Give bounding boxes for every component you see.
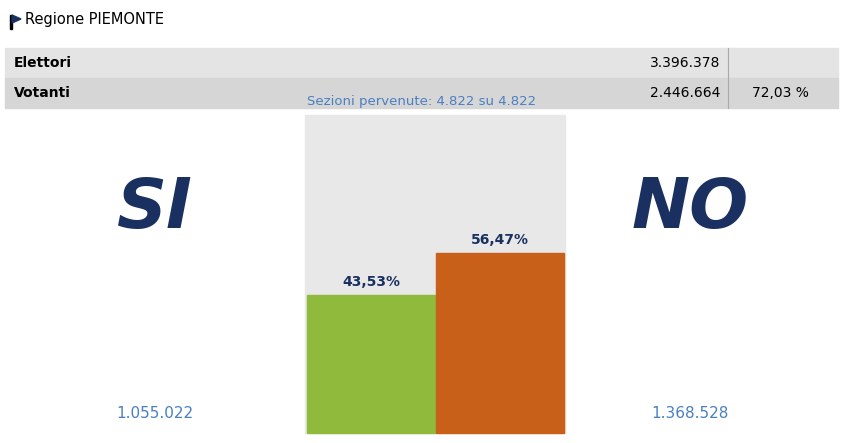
Text: 72,03 %: 72,03 % [752,86,808,100]
Text: Elettori: Elettori [14,56,72,70]
Bar [5,48,838,78]
Polygon shape [12,15,21,23]
Bar [436,253,564,433]
Bar [307,295,435,433]
Bar [5,78,838,108]
Text: NO: NO [631,175,749,241]
Text: 1.055.022: 1.055.022 [116,405,194,420]
Bar [305,115,565,433]
Text: 56,47%: 56,47% [471,233,529,248]
Text: SI: SI [117,175,193,241]
Text: 2.446.664: 2.446.664 [650,86,720,100]
Bar [10,15,12,29]
Text: Votanti: Votanti [14,86,71,100]
Text: Regione PIEMONTE: Regione PIEMONTE [25,12,164,27]
Text: Sezioni pervenute: 4.822 su 4.822: Sezioni pervenute: 4.822 su 4.822 [307,94,536,108]
Text: 43,53%: 43,53% [342,275,400,288]
Text: 1.368.528: 1.368.528 [652,405,728,420]
Text: 3.396.378: 3.396.378 [650,56,720,70]
